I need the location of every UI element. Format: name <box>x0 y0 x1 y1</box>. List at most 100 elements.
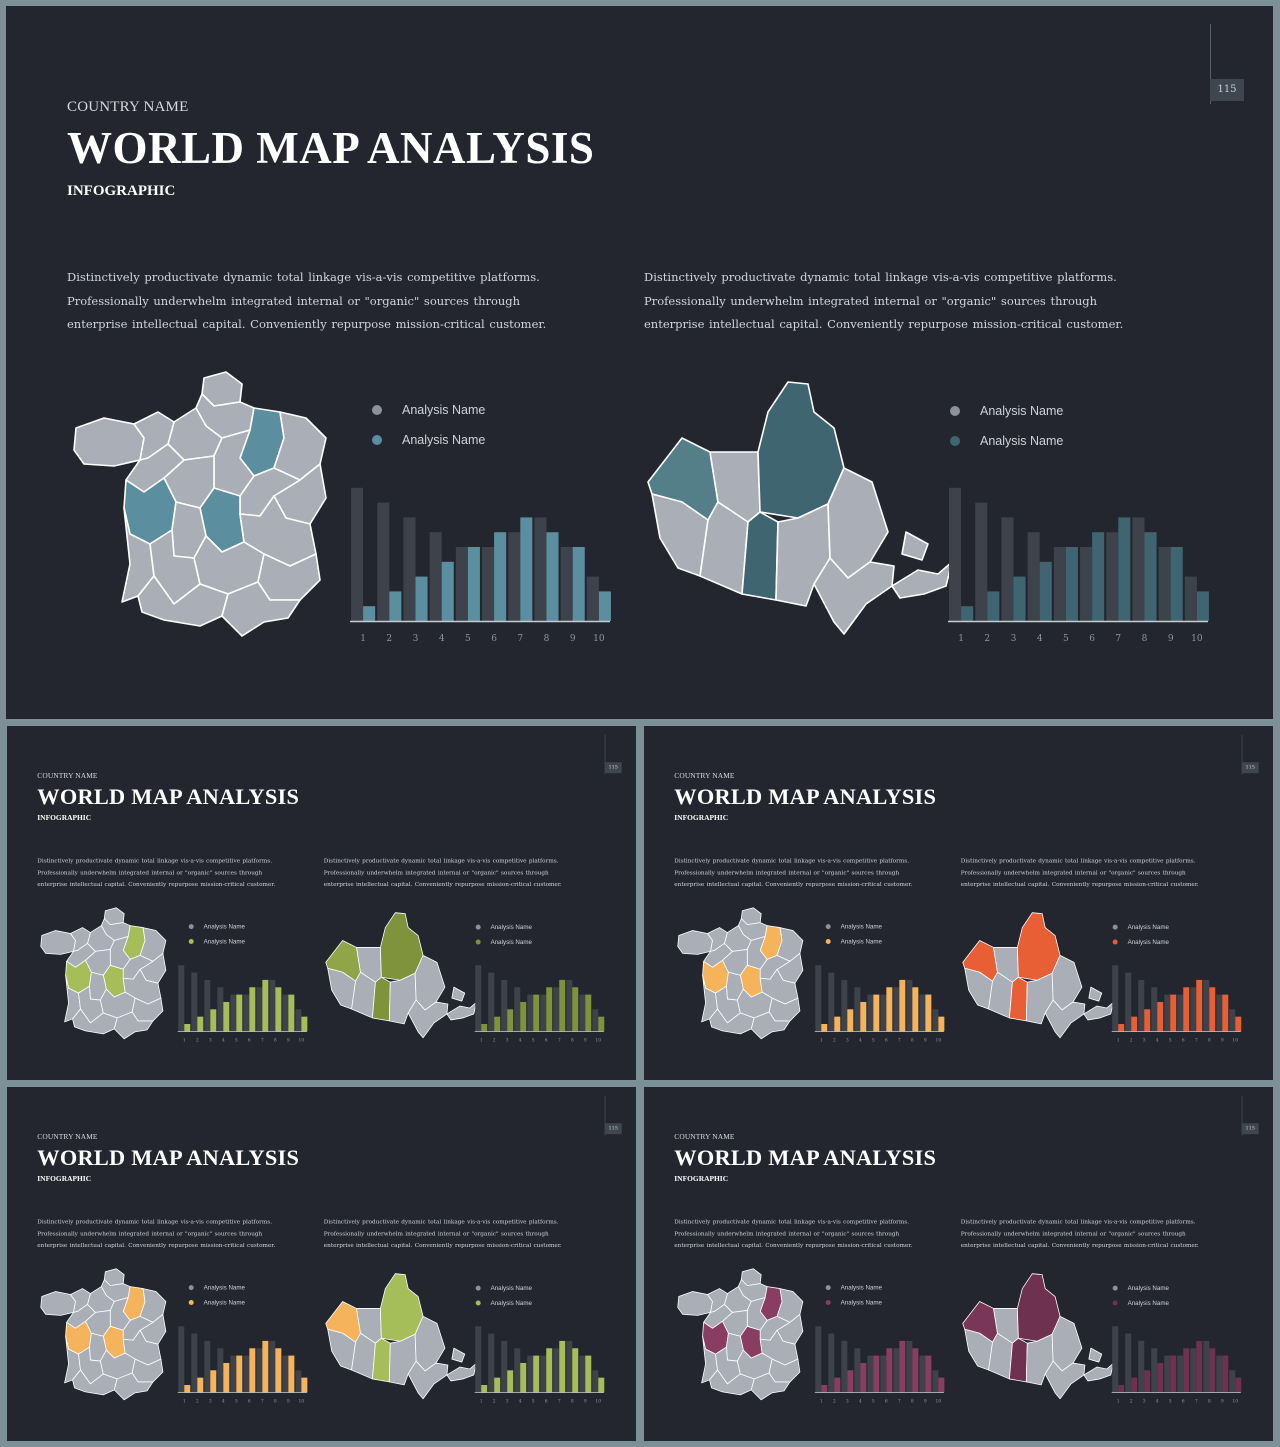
legend-item: Analysis Name <box>825 1295 882 1310</box>
legend-item: Analysis Name <box>825 919 883 934</box>
bar-series-1 <box>282 994 289 1032</box>
slide-subtitle: INFOGRAPHIC <box>37 1174 92 1183</box>
bar-series-1 <box>906 979 913 1032</box>
x-tick-label: 8 <box>571 1398 574 1404</box>
x-tick-label: 5 <box>532 1037 535 1043</box>
map-region <box>40 1291 76 1316</box>
bar-series-2 <box>860 1001 867 1032</box>
x-tick-label: 3 <box>846 1037 849 1043</box>
bar-series-1 <box>1203 1340 1210 1393</box>
country-name-label: COUNTRY NAME <box>674 1133 735 1142</box>
x-tick-label: 2 <box>984 634 990 644</box>
bar-series-2 <box>1196 1340 1203 1393</box>
page-number-badge: 115 <box>1241 1123 1259 1135</box>
legend-label: Analysis Name <box>203 938 246 945</box>
map-region <box>750 1372 791 1401</box>
legend-dot <box>372 405 382 415</box>
x-tick-label: 2 <box>833 1398 836 1404</box>
map-region <box>750 1011 791 1040</box>
bar-series-2 <box>1144 532 1157 621</box>
bar-series-2 <box>415 576 428 621</box>
bar-series-2 <box>1157 1362 1164 1393</box>
map-region <box>1051 954 1083 1011</box>
map-region <box>407 999 449 1039</box>
slide-subtitle: INFOGRAPHIC <box>674 1174 729 1183</box>
map-region-highlight <box>379 912 424 981</box>
legend-dot <box>475 1300 481 1306</box>
description-left: Distinctively productivate dynamic total… <box>674 1218 913 1249</box>
x-tick-label: 8 <box>1208 1398 1211 1404</box>
bar-series-2 <box>559 979 566 1032</box>
bar-series-2 <box>873 994 880 1032</box>
slide-main: 115 COUNTRY NAME WORLD MAP ANALYSIS INFO… <box>6 6 1273 719</box>
bar-series-1 <box>482 547 495 621</box>
bar-series-2 <box>494 532 507 621</box>
x-tick-label: 9 <box>570 634 576 644</box>
x-tick-label: 7 <box>261 1398 264 1404</box>
x-tick-label: 4 <box>1156 1037 1159 1043</box>
legend-label: Analysis Name <box>490 1299 532 1307</box>
x-tick-label: 7 <box>1195 1037 1198 1043</box>
legend-item: Analysis Name <box>475 920 532 935</box>
bar-series-2 <box>210 1370 217 1393</box>
description-left: Distinctively productivate dynamic total… <box>674 857 913 888</box>
x-tick-label: 10 <box>595 1037 601 1043</box>
bar-series-2 <box>912 1348 919 1393</box>
x-tick-label: 7 <box>1195 1398 1198 1404</box>
bar-series-1 <box>949 487 962 621</box>
country-name-label: COUNTRY NAME <box>37 772 98 781</box>
legend-right: Analysis Name Analysis Name <box>475 920 532 950</box>
bar-series-2 <box>1092 532 1105 621</box>
legend-label: Analysis Name <box>203 1284 246 1292</box>
bar-series-1 <box>1125 1333 1132 1393</box>
map-region-highlight <box>1009 976 1028 1022</box>
bar-series-1 <box>475 1326 482 1393</box>
legend-right: Analysis Name Analysis Name <box>1112 920 1169 950</box>
x-tick-label: 8 <box>571 1037 574 1043</box>
bar-series-2 <box>288 1355 295 1393</box>
bar-series-1 <box>560 547 573 621</box>
bar-series-2 <box>1039 561 1052 621</box>
map-region <box>414 1315 446 1372</box>
bar-chart-left: 1 2 3 4 5 6 7 8 9 10 <box>177 1315 308 1404</box>
bar-series-2 <box>860 1362 867 1393</box>
bar-series-1 <box>295 1370 302 1393</box>
legend-item: Analysis Name <box>1112 920 1169 935</box>
bar-series-1 <box>540 1355 547 1393</box>
bar-series-1 <box>429 532 442 621</box>
bar-series-1 <box>1106 532 1119 621</box>
x-tick-label: 2 <box>493 1398 496 1404</box>
legend-dot <box>475 939 481 945</box>
legend-dot <box>950 436 960 446</box>
slide-title: WORLD MAP ANALYSIS <box>37 784 300 809</box>
bar-series-1 <box>932 1009 939 1032</box>
bar-series-2 <box>912 987 919 1032</box>
description-left: Distinctively productivate dynamic total… <box>37 857 276 888</box>
bar-series-1 <box>256 1348 263 1393</box>
map-region-highlight <box>1009 1337 1028 1383</box>
bar-series-2 <box>1222 1355 1229 1393</box>
slide-subtitle: INFOGRAPHIC <box>67 183 176 199</box>
map-region-highlight <box>372 1337 391 1383</box>
bar-series-1 <box>1177 994 1184 1032</box>
map-region <box>1088 986 1103 1002</box>
page-number-badge: 115 <box>604 762 622 774</box>
legend-dot <box>825 938 831 944</box>
map-region-highlight <box>372 976 391 1022</box>
bar-series-1 <box>1229 1009 1236 1032</box>
x-tick-label: 6 <box>491 634 497 644</box>
bar-chart-right: 1 2 3 4 5 6 7 8 9 10 <box>1111 954 1242 1043</box>
legend-label: Analysis Name <box>840 923 883 931</box>
country-name-label: COUNTRY NAME <box>37 1133 98 1142</box>
x-tick-label: 6 <box>885 1398 888 1404</box>
legend-left: Analysis Name Analysis Name <box>372 395 485 455</box>
bar-series-2 <box>223 1001 230 1032</box>
bar-series-2 <box>1013 576 1026 621</box>
x-tick-label: 9 <box>287 1398 290 1404</box>
bar-series-1 <box>1053 547 1066 621</box>
bar-chart-svg: 1 2 3 4 5 6 7 8 9 10 <box>1111 965 1242 1043</box>
bar-series-1 <box>1229 1370 1236 1393</box>
bar-series-1 <box>1112 965 1119 1032</box>
bar-series-2 <box>507 1370 514 1393</box>
bar-series-2 <box>925 994 932 1032</box>
